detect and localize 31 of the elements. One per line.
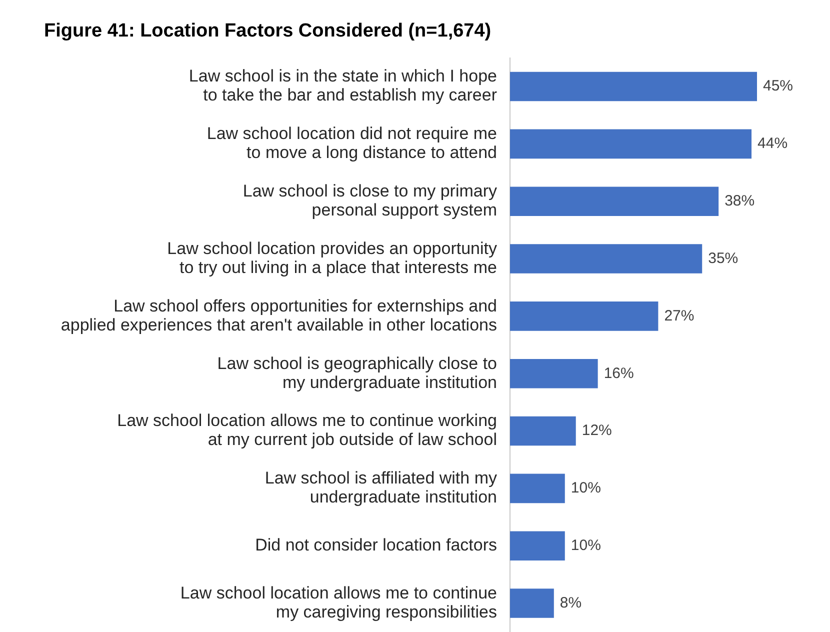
data-label: 35%: [708, 250, 738, 267]
y-tick-label: Did not consider location factors: [255, 536, 497, 555]
bar: [510, 302, 658, 331]
data-label: 10%: [570, 480, 601, 497]
bar: [510, 358, 598, 388]
bar: [510, 474, 565, 504]
data-label: 45%: [763, 78, 794, 95]
y-tick-label: Law school is in the state in which I hope to take the bar and establish my career: [188, 66, 498, 105]
data-label: 12%: [582, 422, 612, 440]
data-label: 10%: [570, 537, 601, 554]
data-label: 16%: [604, 364, 634, 382]
bar: [510, 129, 752, 159]
y-tick-label: Law school is geographically close to my undergraduate institution: [217, 354, 497, 392]
data-label: 8%: [560, 594, 582, 612]
bar: [510, 244, 702, 274]
y-tick-label: Law school is close to my primary personal support system: [242, 182, 498, 220]
data-label: 44%: [758, 135, 788, 152]
bar: [510, 186, 719, 216]
y-tick-label: Law school offers opportunities for externships and applied experiences that aren't available in other locations: [60, 296, 497, 334]
data-label: 38%: [724, 192, 755, 210]
bar: [510, 72, 757, 102]
y-tick-label: Law school location did not require me to move a long distance to attend: [206, 124, 497, 162]
bar: [510, 588, 554, 618]
bar: [510, 531, 565, 561]
y-tick-label: Law school location allows me to continue working at my current job outside of law school: [117, 411, 497, 450]
y-tick-label: Law school is affiliated with my undergraduate institution: [264, 468, 498, 507]
y-tick-label: Law school location provides an opportunity to try out living in a place that interests me: [167, 238, 498, 277]
data-label: 27%: [664, 307, 694, 324]
bar: [510, 416, 576, 446]
text: Figure 41: Location Factors Considered (n=1,674): [44, 20, 492, 42]
y-tick-label: Law school location allows me to continue my caregiving responsibilities: [180, 583, 497, 622]
